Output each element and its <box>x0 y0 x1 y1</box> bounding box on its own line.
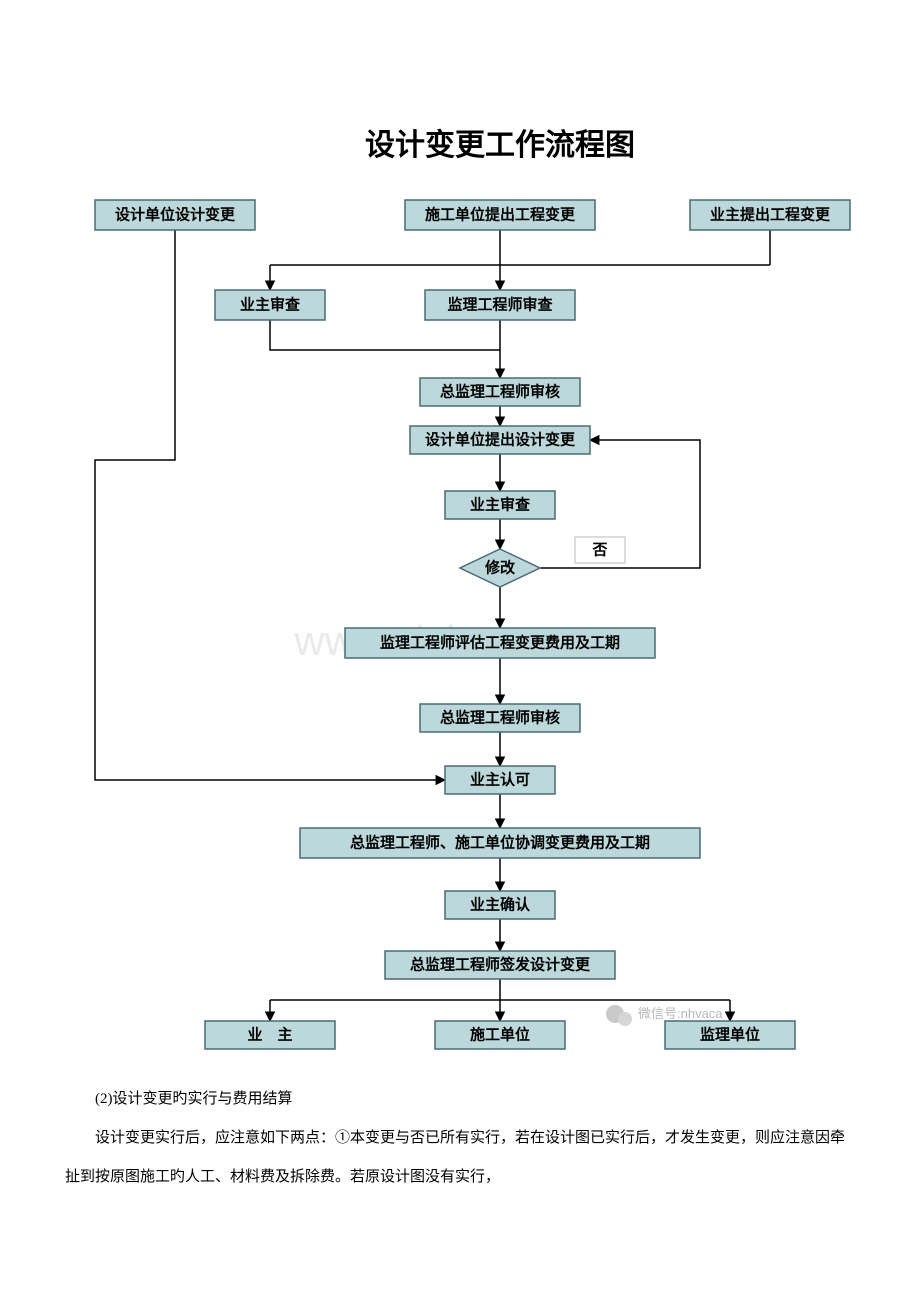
node-label-n14: 总监理工程师签发设计变更 <box>410 956 591 974</box>
node-label-d1: 修改 <box>484 559 516 577</box>
page-root: 设计变更工作流程图www.zixin.com.cn设计单位设计变更施工单位提出工… <box>0 0 920 1237</box>
node-n11: 业主认可 <box>445 766 555 794</box>
paragraph-subtitle: (2)设计变更旳实行与费用结算 <box>65 1080 855 1119</box>
node-n9: 监理工程师评估工程变更费用及工期 <box>345 628 655 658</box>
node-n1: 设计单位设计变更 <box>95 200 255 230</box>
node-label-n16: 施工单位 <box>470 1026 530 1044</box>
node-n3: 业主提出工程变更 <box>690 200 850 230</box>
node-n12: 总监理工程师、施工单位协调变更费用及工期 <box>300 828 700 858</box>
node-d1: 修改 <box>460 549 540 587</box>
node-n16: 施工单位 <box>435 1021 565 1049</box>
node-label-n2: 施工单位提出工程变更 <box>425 206 576 224</box>
node-n7: 设计单位提出设计变更 <box>410 426 590 454</box>
node-n14: 总监理工程师签发设计变更 <box>385 951 615 979</box>
wechat-text: 微信号:nhvaca <box>638 1006 723 1021</box>
node-label-n4: 业主审查 <box>240 296 301 314</box>
node-n17: 监理单位 <box>665 1021 795 1049</box>
node-label-n6: 总监理工程师审核 <box>440 383 560 401</box>
node-n2: 施工单位提出工程变更 <box>405 200 595 230</box>
node-label-n10: 总监理工程师审核 <box>440 709 560 727</box>
node-n8: 业主审查 <box>445 491 555 519</box>
node-n10: 总监理工程师审核 <box>420 704 580 732</box>
node-n6: 总监理工程师审核 <box>420 378 580 406</box>
node-label-n1: 设计单位设计变更 <box>115 206 236 224</box>
node-n15: 业 主 <box>205 1021 335 1049</box>
node-n13: 业主确认 <box>445 891 555 919</box>
node-n5: 监理工程师审查 <box>425 290 575 320</box>
node-label-n15: 业 主 <box>247 1026 292 1044</box>
node-label-n7: 设计单位提出设计变更 <box>425 431 576 449</box>
body-text-block: (2)设计变更旳实行与费用结算 设计变更实行后，应注意如下两点：①本变更与否已所… <box>0 1060 920 1237</box>
node-label-n11: 业主认可 <box>470 771 530 789</box>
node-label-n17: 监理单位 <box>700 1026 760 1044</box>
node-label-n8: 业主审查 <box>470 496 531 514</box>
node-label-no: 否 <box>591 542 607 559</box>
flowchart-title: 设计变更工作流程图 <box>365 128 635 162</box>
node-label-n5: 监理工程师审查 <box>447 296 553 314</box>
edge-6 <box>270 320 500 350</box>
node-no: 否 <box>575 537 625 563</box>
node-label-n13: 业主确认 <box>470 896 531 914</box>
paragraph-body: 设计变更实行后，应注意如下两点：①本变更与否已所有实行，若在设计图已实行后，才发… <box>65 1119 855 1197</box>
node-label-n12: 总监理工程师、施工单位协调变更费用及工期 <box>350 834 650 852</box>
node-label-n9: 监理工程师评估工程变更费用及工期 <box>380 634 620 652</box>
flowchart-svg: 设计变更工作流程图www.zixin.com.cn设计单位设计变更施工单位提出工… <box>0 0 920 1060</box>
node-label-n3: 业主提出工程变更 <box>710 206 831 224</box>
node-n4: 业主审查 <box>215 290 325 320</box>
